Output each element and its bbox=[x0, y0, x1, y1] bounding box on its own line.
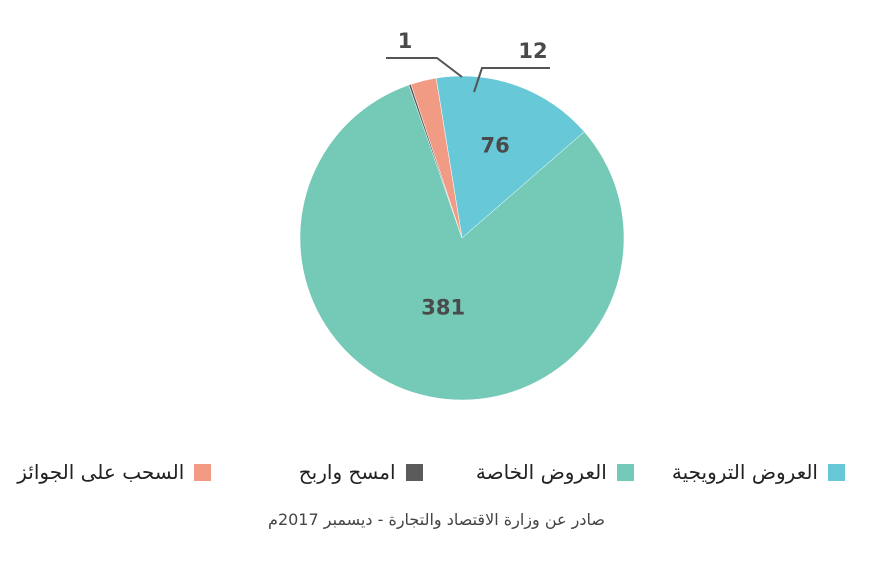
legend-label: العروض الترويجية bbox=[671, 460, 818, 484]
legend-label: امسح واربح bbox=[298, 460, 396, 484]
data-label: 381 bbox=[421, 295, 465, 319]
pie-slice bbox=[410, 77, 463, 239]
legend-swatch bbox=[194, 463, 212, 481]
pie-slice bbox=[435, 75, 585, 239]
leader-line bbox=[473, 67, 550, 93]
legend-item: العروض الترويجية bbox=[634, 455, 845, 489]
data-label: 76 bbox=[480, 134, 509, 158]
legend-item: السحب على الجوائز bbox=[0, 455, 212, 489]
legend-swatch bbox=[828, 463, 845, 481]
legend-label: السحب على الجوائز bbox=[17, 460, 185, 484]
legend-item: العروض الخاصة bbox=[423, 455, 634, 489]
legend-swatch bbox=[405, 463, 423, 481]
chart: 76 381 1 12 bbox=[299, 29, 625, 401]
data-label: 12 bbox=[518, 39, 547, 63]
pie-slice bbox=[299, 84, 625, 401]
leader-line bbox=[386, 57, 463, 78]
legend-item: امسح واربح bbox=[211, 455, 423, 489]
legend-swatch bbox=[616, 463, 634, 481]
legend-label: العروض الخاصة bbox=[475, 460, 607, 484]
data-label: 1 bbox=[398, 29, 413, 53]
legend: العروض الترويجية العروض الخاصة امسح واربح ا… bbox=[0, 455, 873, 489]
source: صادر عن وزارة الاقتصاد والتجارة - ديسمبر… bbox=[268, 510, 605, 529]
